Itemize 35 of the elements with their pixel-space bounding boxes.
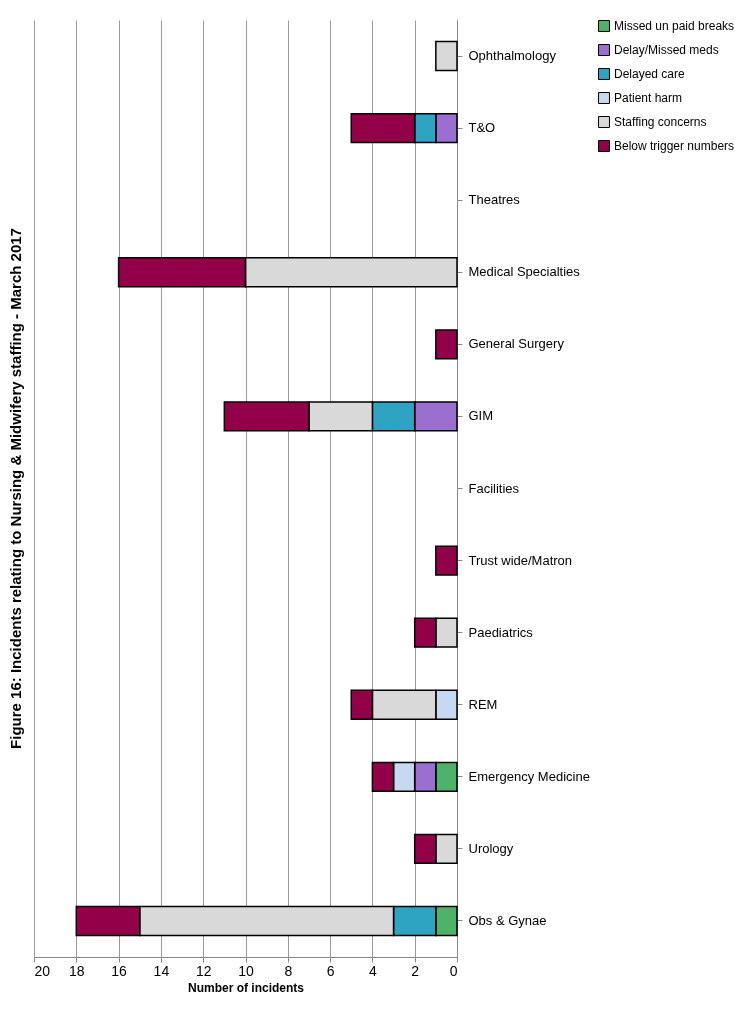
x-tick-label: 0 (449, 962, 458, 979)
text: Figure 16: Incidents relating to Nursing & Midwifery staffing - March 2017 (6, 228, 24, 749)
x-tick-label: 4 (369, 962, 377, 979)
bar (435, 545, 458, 576)
x-tick-label: 14 (153, 962, 170, 979)
x-tick-label: 6 (326, 962, 335, 979)
y-tick-label: General Surgery (468, 336, 565, 352)
legend-label: Below trigger numbers (614, 139, 735, 153)
y-tick-label: GIM (468, 408, 494, 424)
y-tick-label: Trust wide/Matron (468, 552, 573, 568)
bar (435, 40, 458, 72)
x-tick-label: 8 (284, 962, 293, 979)
bar (435, 329, 458, 360)
y-tick-label: Theatres (468, 192, 521, 208)
y-tick-label: Ophthalmology (468, 48, 557, 64)
x-tick-label: 2 (411, 962, 420, 979)
y-tick-label: Facilities (468, 480, 520, 496)
y-tick-label: Medical Specialties (468, 264, 581, 280)
legend-label: Delayed care (614, 67, 686, 81)
legend-label: Missed un paid breaks (614, 19, 735, 33)
legend-label: Patient harm (614, 91, 683, 105)
legend-label: Delay/Missed meds (614, 43, 719, 57)
x-tick-label: 18 (69, 962, 85, 979)
x-tick-label: 10 (238, 962, 254, 979)
x-tick-label: 12 (195, 962, 212, 979)
x-tick-label: 20 (34, 962, 51, 979)
y-tick-label: REM (468, 696, 498, 712)
y-tick-label: Paediatrics (468, 624, 534, 640)
y-tick-label: T&O (468, 120, 496, 136)
legend-label: Staffing concerns (614, 115, 707, 129)
y-tick-label: Urology (468, 840, 514, 856)
y-tick-label: Obs & Gynae (468, 912, 547, 928)
x-axis-title: Number of incidents (187, 980, 305, 995)
x-tick-label: 16 (111, 962, 128, 979)
y-tick-label: Emergency Medicine (468, 768, 590, 784)
